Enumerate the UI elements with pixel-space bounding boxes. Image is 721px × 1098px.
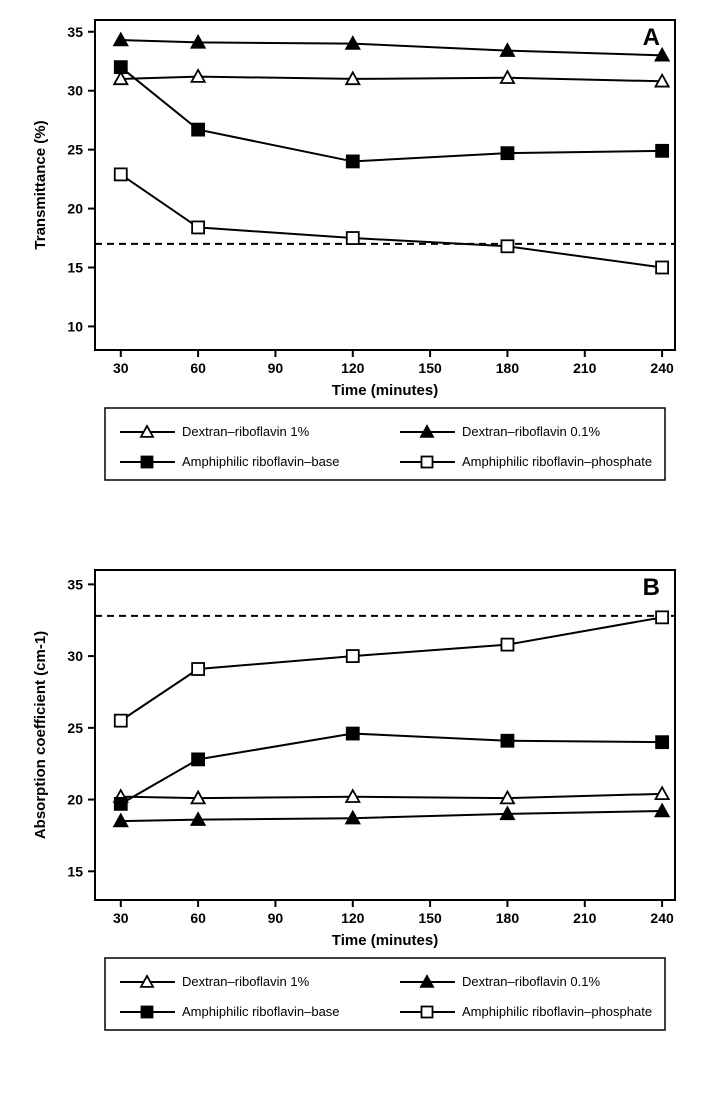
xtick-label: 240 [650,910,674,926]
y-axis-label: Transmittance (%) [32,120,49,249]
xtick-label: 90 [268,910,284,926]
ytick-label: 25 [67,720,83,736]
xtick-label: 150 [418,910,442,926]
xtick-label: 240 [650,360,674,376]
xtick-label: 120 [341,910,365,926]
panel-A: 30 60 90 120 150 180 210 240 10 15 20 25 30 35 Time (m… [32,20,675,399]
legend-label: Dextran–riboflavin 0.1% [462,424,600,439]
legend: Dextran–riboflavin 1% Dextran–riboflavin … [105,958,665,1030]
panel-letter: A [643,24,660,51]
xtick-label: 210 [573,910,597,926]
ytick-label: 25 [67,142,83,158]
panel-B: 30 60 90 120 150 180 210 240 15 20 25 30 35 Time (min… [32,570,675,949]
legend-label: Amphiphilic riboflavin–base [182,454,340,469]
figure-root: 30 60 90 120 150 180 210 240 10 15 20 25 30 35 Time (m… [0,0,721,1098]
ytick-label: 30 [67,648,83,664]
ytick-label: 15 [67,260,83,276]
ytick-label: 15 [67,863,83,879]
legend-label: Amphiphilic riboflavin–phosphate [462,454,652,469]
series-aphos [115,168,668,273]
x-axis-label: Time (minutes) [332,382,438,399]
xtick-label: 180 [496,910,520,926]
legend-label: Amphiphilic riboflavin–phosphate [462,1004,652,1019]
xtick-label: 60 [190,360,206,376]
ytick-label: 20 [67,201,83,217]
series-dex01 [114,804,669,826]
y-axis-label: Absorption coefficient (cm-1) [32,631,49,839]
ytick-label: 35 [67,576,83,592]
ytick-label: 35 [67,24,83,40]
ytick-label: 30 [67,83,83,99]
legend-label: Dextran–riboflavin 0.1% [462,974,600,989]
figure-svg: 30 60 90 120 150 180 210 240 10 15 20 25 30 35 Time (m… [0,0,721,1098]
legend-label: Amphiphilic riboflavin–base [182,1004,340,1019]
xtick-label: 60 [190,910,206,926]
ytick-label: 20 [67,792,83,808]
legend-label: Dextran–riboflavin 1% [182,974,310,989]
xtick-label: 30 [113,910,129,926]
xtick-label: 150 [418,360,442,376]
panel-letter: B [643,574,660,601]
xtick-label: 210 [573,360,597,376]
legend: Dextran–riboflavin 1% Dextran–riboflavin … [105,408,665,480]
legend-label: Dextran–riboflavin 1% [182,424,310,439]
xtick-label: 120 [341,360,365,376]
series-dex01 [114,33,669,60]
xtick-label: 30 [113,360,129,376]
series-dex1 [114,787,669,803]
ytick-label: 10 [67,318,83,334]
series-dex1 [114,70,669,87]
xtick-label: 90 [268,360,284,376]
xtick-label: 180 [496,360,520,376]
series-aphos [115,611,668,726]
x-axis-label: Time (minutes) [332,932,438,949]
